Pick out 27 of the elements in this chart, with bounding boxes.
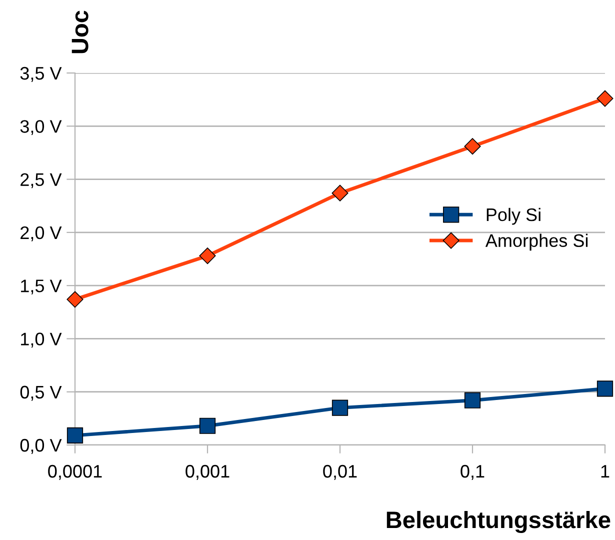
- x-tick-label: 0,001: [186, 464, 230, 480]
- point: [596, 90, 614, 107]
- y-tick-label: 2,0 V: [20, 226, 62, 242]
- y-tick-label: 3,0 V: [20, 120, 62, 135]
- point: [596, 380, 614, 397]
- x-tick-label: 0,0001: [48, 464, 102, 480]
- y-tick-label: 1,5 V: [21, 280, 62, 294]
- y-tick-label: 0,0 V: [20, 438, 62, 454]
- y-tick-label: 1,0 V: [21, 332, 62, 348]
- point: [464, 138, 481, 155]
- point: [332, 184, 348, 202]
- point: [66, 291, 84, 308]
- point: [464, 392, 481, 408]
- y-tick-label: 0,5 V: [20, 386, 62, 401]
- x-tick-label: 0,1: [460, 464, 484, 480]
- x-tick-label: 0,01: [323, 464, 357, 480]
- legend-label: Amorphes Si: [485, 234, 588, 251]
- x-tick-label: 1: [601, 465, 610, 478]
- point: [66, 427, 84, 444]
- point: [199, 248, 216, 264]
- y-axis-title: Uoc: [72, 10, 88, 54]
- legend-label: Poly Si: [486, 208, 540, 225]
- y-tick-label: 2,5 V: [20, 173, 62, 188]
- point: [332, 400, 348, 416]
- x-axis-title: Beleuchtungsstärke: [386, 510, 610, 534]
- point: [199, 418, 216, 434]
- y-tick-label: 3,5 V: [20, 66, 62, 82]
